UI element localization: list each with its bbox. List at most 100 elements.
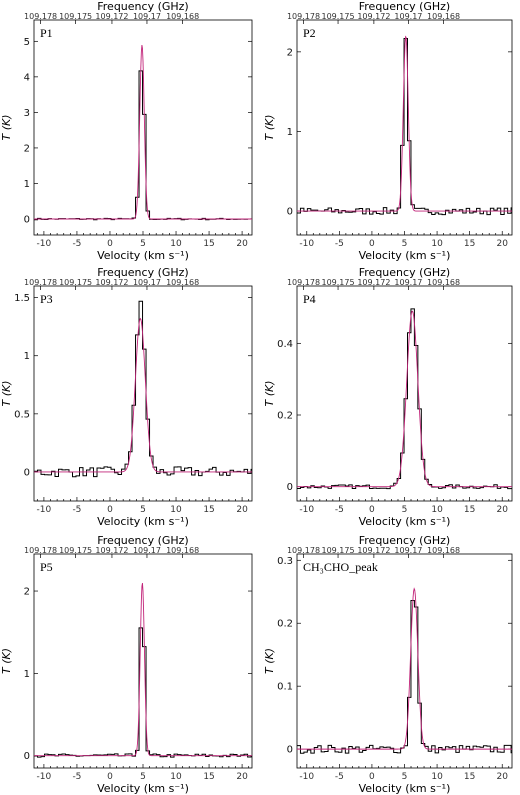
y-tick-label: 3 [24, 108, 30, 119]
x-tick-label: 20 [236, 239, 248, 249]
fit-spectrum-line [34, 317, 252, 473]
x-tick-label: -5 [72, 505, 81, 515]
top-tick-label: 109.17 [394, 12, 422, 21]
x-tick-label: -5 [335, 505, 344, 515]
y-tick-label: 2 [24, 143, 30, 154]
x-tick-label: 5 [140, 772, 146, 782]
x-tick-label: 20 [236, 772, 248, 782]
x-tick-label: 5 [140, 239, 146, 249]
top-tick-label: 109.178 [24, 278, 57, 287]
top-tick-label: 109.175 [59, 546, 92, 555]
observed-spectrum-line [297, 308, 512, 490]
y-tick-label: 2 [287, 47, 293, 58]
chart-panel-4: Frequency (GHz)109.178 109.175 109.172 109.… [263, 266, 513, 528]
x-tick-label: -10 [299, 772, 314, 782]
x-tick-label: 5 [402, 772, 408, 782]
fit-spectrum-line [34, 582, 252, 757]
observed-spectrum-line [34, 300, 252, 478]
y-tick-label: 0 [287, 482, 293, 493]
x-tick-label: 20 [497, 505, 509, 515]
top-tick-label: 109.168 [427, 546, 460, 555]
x-tick-label: -5 [335, 239, 344, 249]
x-tick-label: -5 [335, 772, 344, 782]
x-tick-label: 10 [431, 772, 443, 782]
x-tick-label: 5 [402, 505, 408, 515]
top-tick-label: 109.168 [427, 278, 460, 287]
y-tick-label: 4 [24, 72, 30, 83]
y-tick-label: 0.2 [277, 411, 293, 422]
top-tick-label: 109.172 [95, 546, 128, 555]
x-tick-label: 15 [203, 772, 214, 782]
fit-spectrum-line [297, 35, 512, 212]
plot-frame [296, 285, 513, 502]
observed-spectrum-line [34, 70, 252, 221]
top-tick-label: 109.178 [287, 12, 320, 21]
y-tick-label: 0 [287, 207, 293, 218]
y-tick-label: 0.4 [277, 339, 293, 350]
panel-label: CH₃CHO_peak [303, 560, 378, 574]
top-tick-label: 109.175 [321, 546, 354, 555]
chart-panel-1: Frequency (GHz)109.178 109.175 109.172 109.… [0, 0, 253, 262]
x-tick-label: 15 [203, 239, 214, 249]
chart-panel-3: Frequency (GHz)109.178 109.175 109.172 109.… [0, 266, 253, 528]
top-tick-label: 109.175 [59, 278, 92, 287]
top-tick-label: 109.17 [394, 546, 422, 555]
x-tick-label: 0 [369, 505, 375, 515]
top-tick-label: 109.175 [321, 278, 354, 287]
x-tick-label: 15 [464, 772, 475, 782]
y-tick-label: 0 [287, 745, 293, 756]
y-axis-title: T (K) [263, 648, 276, 674]
y-tick-label: 0 [24, 215, 30, 226]
top-tick-label: 109.172 [357, 12, 390, 21]
x-axis-title: Velocity (km s⁻¹) [97, 515, 189, 528]
x-tick-label: 15 [203, 505, 214, 515]
x-tick-label: 20 [497, 239, 509, 249]
y-tick-label: 0 [24, 751, 30, 762]
chart-panel-2: Frequency (GHz)109.178 109.175 109.172 109.… [263, 0, 513, 262]
x-tick-label: 0 [107, 239, 113, 249]
y-tick-label: 1 [24, 669, 30, 680]
y-axis-title: T (K) [0, 648, 13, 674]
x-tick-label: -10 [37, 239, 52, 249]
panel-label: P3 [40, 292, 53, 306]
x-tick-label: 0 [369, 239, 375, 249]
x-tick-label: -10 [299, 505, 314, 515]
top-tick-label: 109.175 [321, 12, 354, 21]
top-tick-label: 109.178 [24, 546, 57, 555]
y-tick-label: 1 [24, 179, 30, 190]
y-tick-label: 0.5 [14, 409, 30, 420]
top-axis-title: Frequency (GHz) [359, 266, 450, 279]
x-tick-label: 15 [464, 505, 475, 515]
top-tick-label: 109.17 [133, 546, 161, 555]
y-axis-title: T (K) [0, 380, 13, 406]
top-tick-label: 109.175 [59, 12, 92, 21]
x-tick-label: 10 [431, 505, 443, 515]
x-tick-label: 5 [402, 239, 408, 249]
top-tick-label: 109.168 [166, 12, 199, 21]
x-tick-label: -10 [299, 239, 314, 249]
chart-panel-6: Frequency (GHz)109.178 109.175 109.172 109.… [263, 534, 513, 795]
top-tick-label: 109.168 [166, 278, 199, 287]
y-tick-label: 1.5 [14, 293, 30, 304]
top-axis-title: Frequency (GHz) [97, 0, 188, 13]
x-tick-label: 15 [464, 239, 475, 249]
panel-label: P1 [40, 26, 53, 40]
top-tick-label: 109.17 [394, 278, 422, 287]
x-tick-label: 0 [107, 772, 113, 782]
x-tick-label: -5 [72, 772, 81, 782]
top-axis-title: Frequency (GHz) [359, 534, 450, 547]
x-axis-title: Velocity (km s⁻¹) [359, 782, 451, 795]
top-tick-label: 109.172 [95, 278, 128, 287]
y-axis-title: T (K) [263, 380, 276, 406]
fit-spectrum-line [297, 587, 512, 750]
x-tick-label: 5 [140, 505, 146, 515]
chart-panel-5: Frequency (GHz)109.178 109.175 109.172 109.… [0, 534, 253, 795]
top-tick-label: 109.172 [357, 278, 390, 287]
x-axis-title: Velocity (km s⁻¹) [97, 782, 189, 795]
plot-frame [296, 553, 513, 769]
x-tick-label: 20 [497, 772, 509, 782]
y-tick-label: 0.1 [277, 682, 293, 693]
top-axis-title: Frequency (GHz) [97, 266, 188, 279]
panel-label: P2 [303, 26, 316, 40]
top-tick-label: 109.17 [133, 278, 161, 287]
